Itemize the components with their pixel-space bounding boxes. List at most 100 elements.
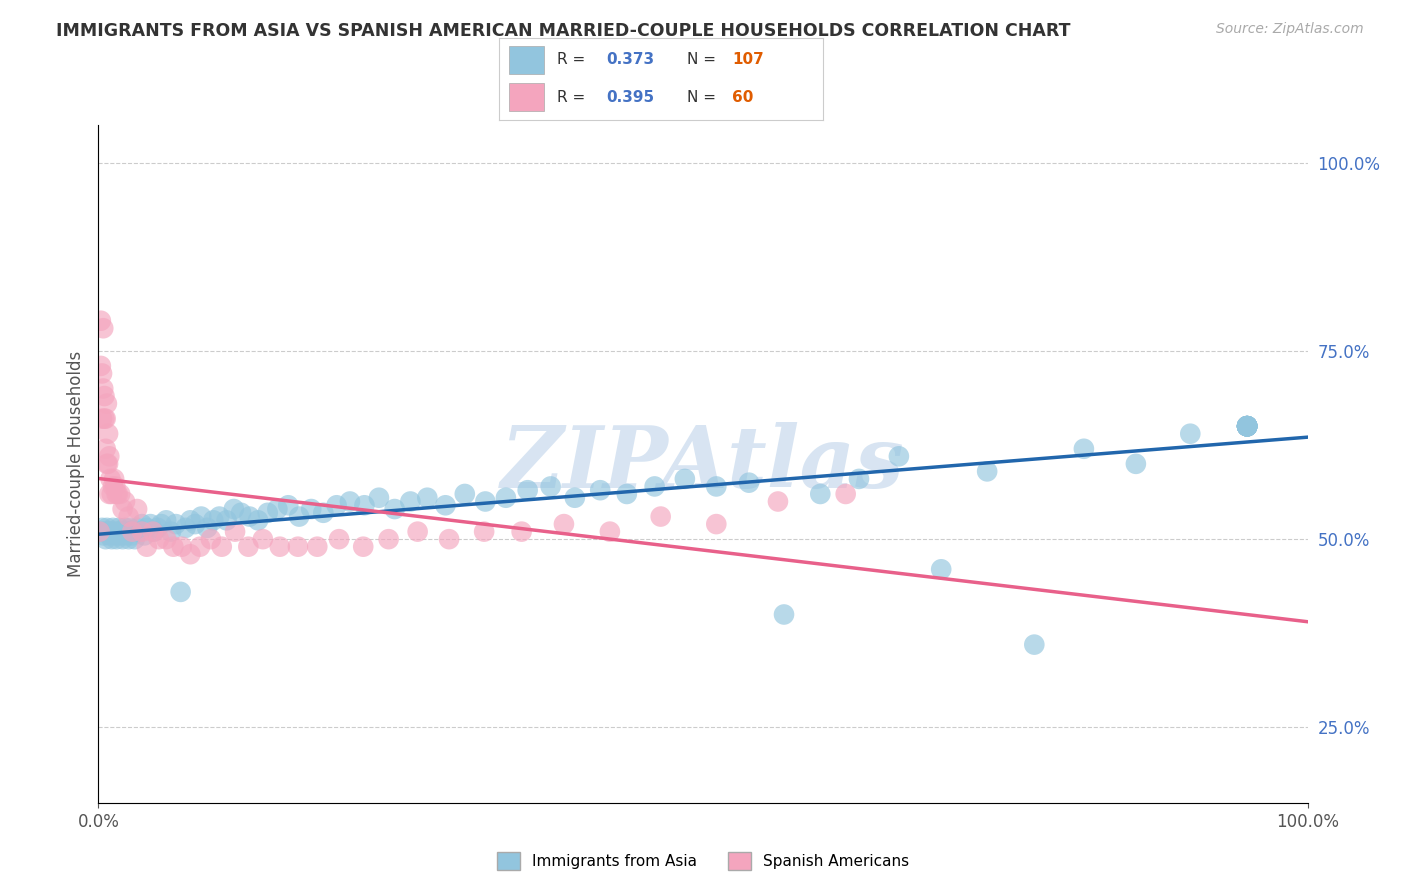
Point (91, 321, 114, 335)
Point (416, 491, 439, 505)
Point (112, 524, 135, 539)
Text: 107: 107 (733, 53, 763, 67)
Point (1236, 419, 1258, 434)
Point (325, 498, 347, 512)
Point (288, 509, 311, 524)
Point (224, 524, 246, 539)
Point (247, 513, 270, 527)
Point (100, 524, 122, 539)
Point (94, 411, 117, 425)
Point (93, 389, 115, 403)
Point (399, 494, 422, 508)
Point (184, 517, 207, 532)
Point (110, 524, 132, 539)
Text: 60: 60 (733, 90, 754, 105)
Point (553, 517, 575, 532)
Point (105, 532, 128, 546)
Point (131, 517, 153, 532)
Point (1236, 419, 1258, 434)
Point (146, 521, 169, 535)
Point (510, 524, 533, 539)
Point (134, 528, 156, 542)
Point (406, 524, 429, 539)
Point (834, 487, 856, 501)
Point (887, 450, 910, 464)
Point (101, 521, 124, 535)
Point (108, 487, 131, 501)
Point (100, 487, 122, 501)
Point (848, 472, 870, 486)
Point (1236, 419, 1258, 434)
Point (437, 532, 460, 546)
Point (266, 502, 288, 516)
Point (97, 457, 120, 471)
Point (738, 475, 761, 490)
Point (312, 506, 335, 520)
Point (115, 528, 138, 542)
Point (94, 532, 117, 546)
Text: R =: R = (557, 53, 591, 67)
Text: N =: N = (686, 90, 720, 105)
Point (142, 524, 165, 539)
Text: Source: ZipAtlas.com: Source: ZipAtlas.com (1216, 22, 1364, 37)
Point (131, 524, 153, 539)
Point (1236, 419, 1258, 434)
Point (94, 442, 117, 456)
Point (128, 524, 150, 539)
Point (474, 494, 496, 508)
Point (91, 382, 114, 396)
Point (98, 487, 121, 501)
Point (773, 607, 796, 622)
Point (98, 528, 121, 542)
Point (121, 524, 143, 539)
Point (104, 528, 127, 542)
Point (1236, 419, 1258, 434)
Point (127, 521, 149, 535)
Point (589, 483, 612, 498)
Point (229, 506, 252, 520)
Point (139, 517, 162, 532)
Point (644, 479, 666, 493)
Point (1180, 426, 1202, 441)
Point (100, 472, 122, 486)
Point (114, 494, 136, 508)
Point (105, 487, 128, 501)
Text: R =: R = (557, 90, 591, 105)
Point (256, 506, 278, 520)
Point (766, 494, 789, 508)
Point (148, 532, 170, 546)
Point (107, 487, 129, 501)
Point (121, 528, 143, 542)
Point (93, 411, 115, 425)
Point (1236, 419, 1258, 434)
Point (1236, 419, 1258, 434)
Y-axis label: Married-couple Households: Married-couple Households (66, 351, 84, 577)
Point (174, 521, 197, 535)
Point (704, 479, 727, 493)
Point (195, 521, 218, 535)
Point (384, 502, 406, 516)
Text: N =: N = (686, 53, 720, 67)
Point (704, 517, 727, 532)
Point (495, 491, 517, 505)
Point (277, 498, 299, 512)
Point (287, 540, 309, 554)
Point (1236, 419, 1258, 434)
Point (150, 517, 173, 532)
Point (188, 540, 211, 554)
Point (162, 540, 184, 554)
Point (1024, 638, 1046, 652)
Text: ZIPAtlas: ZIPAtlas (501, 422, 905, 506)
Point (238, 540, 260, 554)
Point (91, 411, 114, 425)
Point (124, 532, 146, 546)
Point (434, 498, 457, 512)
Point (1236, 419, 1258, 434)
Point (108, 528, 131, 542)
Point (208, 509, 231, 524)
Point (91, 367, 114, 381)
Point (516, 483, 538, 498)
FancyBboxPatch shape (509, 45, 544, 74)
Point (89, 524, 111, 539)
Point (190, 509, 212, 524)
